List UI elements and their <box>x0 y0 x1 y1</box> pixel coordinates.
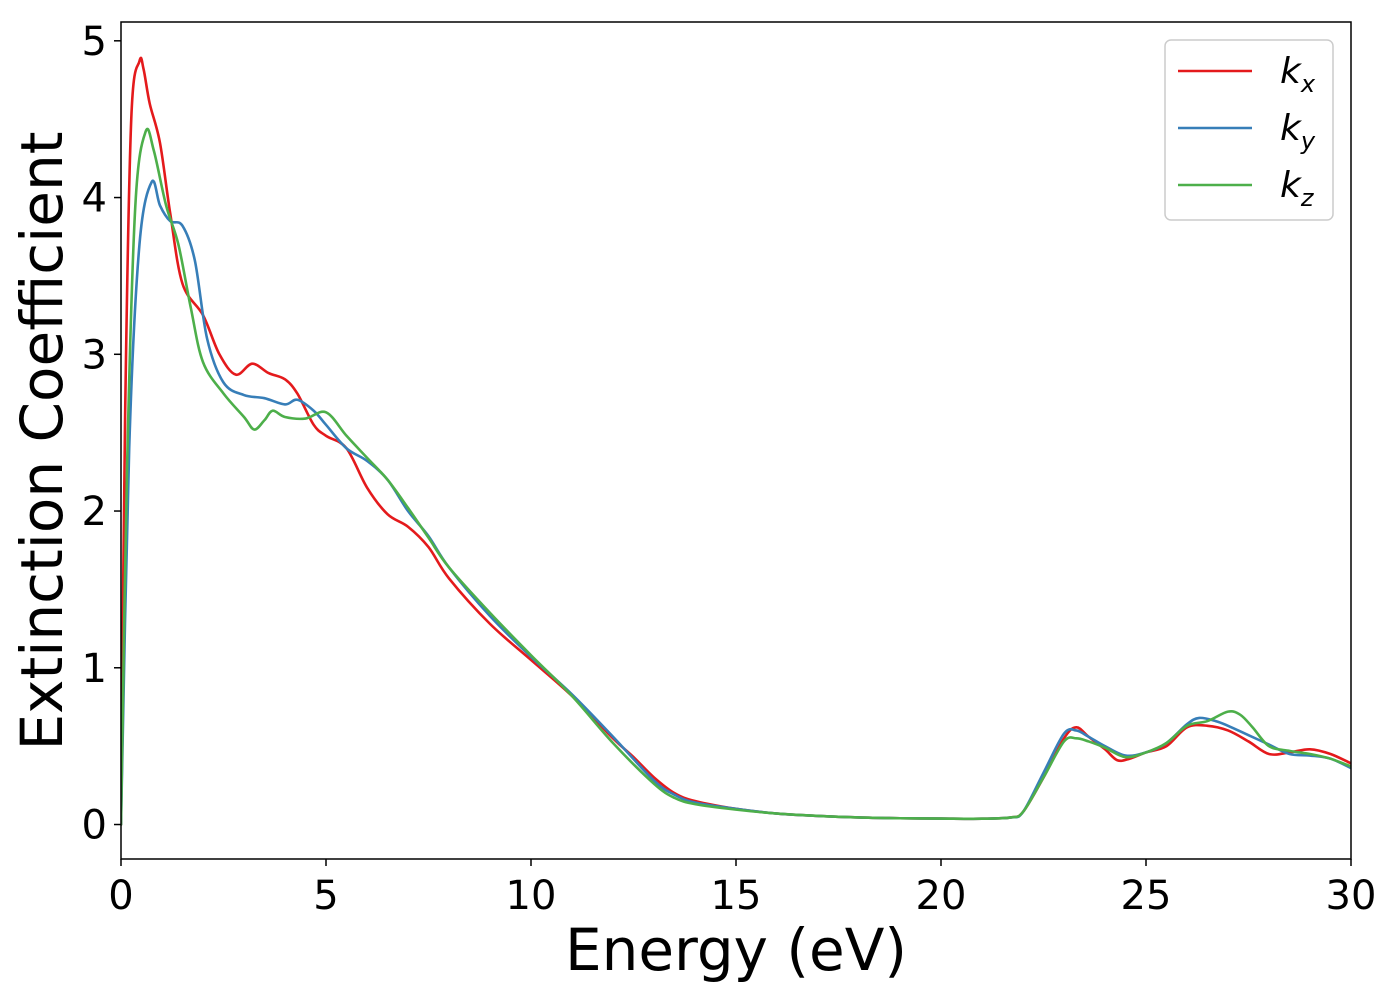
x-axis: 0 5 10 15 20 25 30 <box>108 859 1376 919</box>
legend: kx ky kz <box>1164 39 1334 221</box>
series-layer <box>121 56 1351 826</box>
x-tick-label: 10 <box>506 873 557 919</box>
x-tick-label: 20 <box>916 873 967 919</box>
legend-label-ky: ky <box>1280 108 1316 155</box>
y-axis-label: Extinction Coefficient <box>8 132 76 751</box>
x-tick-label: 30 <box>1326 873 1377 919</box>
x-tick-label: 5 <box>313 873 338 919</box>
x-tick-label: 0 <box>108 873 133 919</box>
x-tick-label: 25 <box>1121 873 1172 919</box>
legend-box <box>1164 39 1334 221</box>
x-tick-label: 15 <box>711 873 762 919</box>
legend-label-kz: kz <box>1280 165 1315 212</box>
y-tick-label: 1 <box>82 646 107 692</box>
series-line-kz <box>121 127 1351 826</box>
legend-label-kx: kx <box>1280 51 1316 98</box>
x-axis-label: Energy (eV) <box>565 916 907 984</box>
y-tick-label: 3 <box>82 332 107 378</box>
y-tick-label: 4 <box>82 176 107 222</box>
y-axis: 0 1 2 3 4 5 <box>82 19 121 849</box>
y-tick-label: 0 <box>82 803 107 849</box>
y-tick-label: 2 <box>82 489 107 535</box>
y-tick-label: 5 <box>82 19 107 65</box>
